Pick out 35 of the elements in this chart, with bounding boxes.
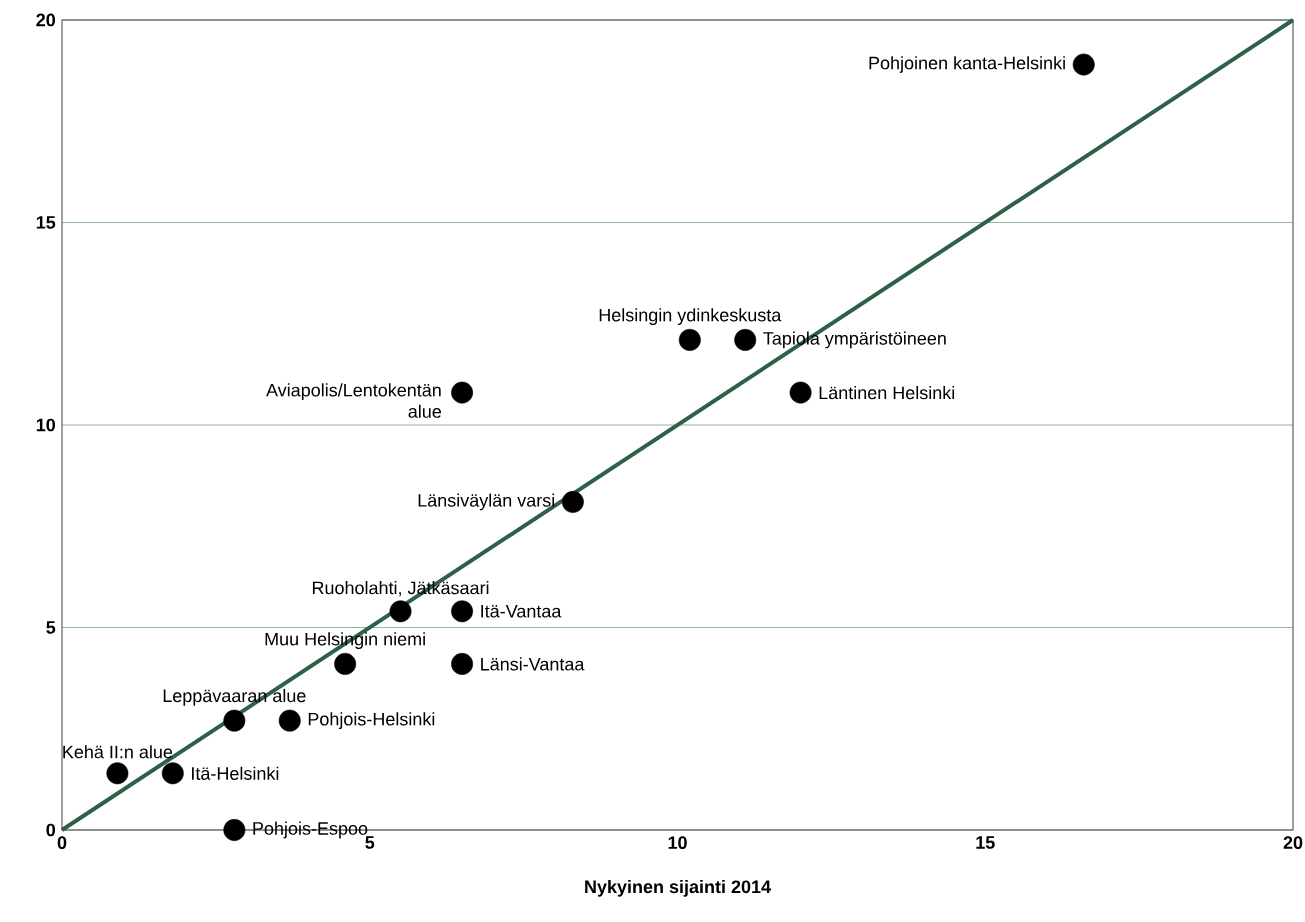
annotation: Itä-Helsinki <box>192 766 279 780</box>
x-tick-label: 20 <box>1283 836 1303 849</box>
annotation: Länsi-Vantaa <box>481 657 585 671</box>
point <box>451 600 474 623</box>
point <box>561 491 584 513</box>
point <box>278 709 301 732</box>
point <box>223 709 246 732</box>
point <box>1072 53 1095 76</box>
point <box>106 762 129 785</box>
x-axis-title: Nykyinen sijainti 2014 <box>585 879 771 897</box>
annotation: Kehä II:n alue <box>63 745 173 759</box>
point <box>451 381 474 404</box>
annotation: Pohjoinen kanta-Helsinki <box>869 56 1065 73</box>
point <box>389 600 412 623</box>
y-tick-label: 20 <box>36 13 56 27</box>
y-tick-label: 0 <box>46 823 56 837</box>
point <box>451 653 474 675</box>
x-tick-label: 15 <box>976 836 995 849</box>
y-tick-label: 15 <box>36 216 56 229</box>
annotation: Aviapolis/Lentokentän alue <box>266 383 442 418</box>
point <box>223 819 246 841</box>
point <box>734 329 757 351</box>
annotation: Läntinen Helsinki <box>819 385 955 400</box>
x-tick-label: 10 <box>668 836 687 849</box>
y-tick-label: 10 <box>36 418 56 432</box>
annotation: Länsiväylän varsi <box>418 493 555 511</box>
annotation: Pohjois-Helsinki <box>308 712 435 730</box>
annotation: Helsingin ydinkeskusta <box>599 308 782 326</box>
x-tick-label: 0 <box>57 836 67 849</box>
annotation: Itä-Vantaa <box>481 605 562 618</box>
point <box>334 653 357 675</box>
point <box>789 381 812 404</box>
point <box>161 762 184 785</box>
point <box>678 329 701 351</box>
y-tick-label: 5 <box>46 621 56 634</box>
